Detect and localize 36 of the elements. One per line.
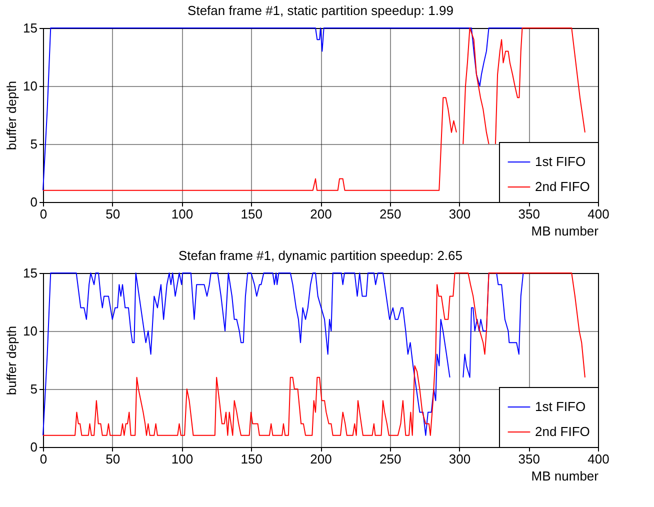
chart-title: Stefan frame #1, dynamic partition speedup: 2.65 xyxy=(178,248,463,263)
x-tick-label: 200 xyxy=(310,206,332,222)
x-tick-label: 100 xyxy=(171,452,194,466)
legend-label: 1st FIFO xyxy=(535,399,586,414)
chart-title: Stefan frame #1, static partition speedup: 1.99 xyxy=(188,3,454,18)
x-tick-label: 250 xyxy=(380,206,402,222)
x-tick-label: 50 xyxy=(106,452,120,466)
x-tick-label: 300 xyxy=(448,452,471,466)
legend-label: 2nd FIFO xyxy=(535,424,590,439)
x-tick-label: 150 xyxy=(240,452,262,466)
x-tick-label: 100 xyxy=(171,206,194,222)
x-tick-label: 200 xyxy=(310,452,332,466)
x-axis-title: MB number xyxy=(531,224,600,238)
y-axis-title: buffer depth xyxy=(4,326,20,396)
x-tick-label: 350 xyxy=(518,452,540,466)
x-tick-label: 300 xyxy=(448,206,471,222)
y-tick-label: 0 xyxy=(30,440,38,454)
y-tick-label: 5 xyxy=(30,382,38,396)
y-tick-label: 0 xyxy=(30,194,38,210)
y-tick-label: 5 xyxy=(30,136,38,152)
x-tick-label: 0 xyxy=(40,206,48,222)
y-tick-label: 10 xyxy=(23,324,38,338)
x-tick-label: 0 xyxy=(40,452,48,466)
x-tick-label: 350 xyxy=(518,206,540,222)
x-tick-label: 50 xyxy=(106,206,120,222)
legend-label: 1st FIFO xyxy=(535,154,586,169)
x-tick-label: 400 xyxy=(588,452,610,466)
y-tick-label: 10 xyxy=(23,78,38,94)
y-tick-label: 15 xyxy=(23,266,38,280)
x-tick-label: 400 xyxy=(588,206,610,222)
legend-label: 2nd FIFO xyxy=(535,179,590,194)
x-tick-label: 250 xyxy=(380,452,402,466)
y-tick-label: 15 xyxy=(23,20,38,36)
x-axis-title: MB number xyxy=(531,468,600,484)
y-axis-title: buffer depth xyxy=(4,80,20,150)
x-tick-label: 150 xyxy=(240,206,262,222)
